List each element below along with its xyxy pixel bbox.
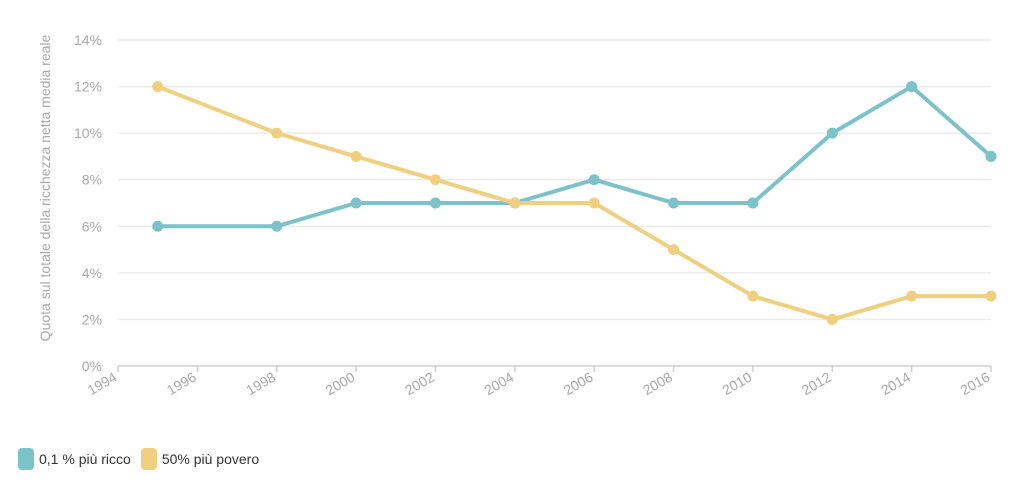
- y-axis-title: Quota sul totale della ricchezza netta m…: [37, 34, 53, 341]
- data-point-1[interactable]: [906, 290, 918, 302]
- legend-swatch-top: [18, 448, 34, 470]
- data-point-0[interactable]: [985, 150, 997, 162]
- data-point-0[interactable]: [429, 197, 441, 209]
- data-point-1[interactable]: [826, 313, 838, 325]
- data-point-1[interactable]: [509, 197, 521, 209]
- data-point-0[interactable]: [906, 81, 918, 93]
- x-tick-label: 2010: [719, 369, 754, 399]
- data-point-0[interactable]: [588, 174, 600, 186]
- x-tick-label: 1998: [243, 369, 278, 399]
- data-point-0[interactable]: [152, 220, 164, 232]
- data-point-0[interactable]: [826, 127, 838, 139]
- data-point-0[interactable]: [747, 197, 759, 209]
- x-tick-label: 2002: [402, 369, 437, 399]
- data-point-1[interactable]: [747, 290, 759, 302]
- data-point-1[interactable]: [985, 290, 997, 302]
- legend-item-top[interactable]: 0,1 % più ricco: [18, 448, 131, 470]
- y-tick-label: 12%: [74, 79, 102, 95]
- series: [152, 81, 997, 325]
- y-tick-label: 6%: [82, 218, 102, 234]
- y-tick-label: 10%: [74, 125, 102, 141]
- x-tick-label: 2014: [878, 369, 913, 399]
- x-tick-label: 2006: [561, 369, 596, 399]
- y-tick-label: 2%: [82, 311, 102, 327]
- legend: 0,1 % più ricco 50% più povero: [18, 448, 261, 470]
- x-tick-label: 1996: [164, 369, 199, 399]
- series-line-0: [155, 84, 993, 229]
- legend-label-bottom: 50% più povero: [161, 451, 260, 467]
- data-point-1[interactable]: [429, 174, 441, 186]
- y-tick-label: 4%: [82, 265, 102, 281]
- data-point-1[interactable]: [668, 244, 680, 256]
- data-point-0[interactable]: [668, 197, 680, 209]
- x-tick-label: 2008: [640, 369, 675, 399]
- y-tick-label: 14%: [74, 32, 102, 48]
- y-tick-label: 0%: [82, 358, 102, 374]
- y-tick-label: 8%: [82, 172, 102, 188]
- x-tick-label: 2012: [799, 369, 834, 399]
- x-tick-label: 2016: [958, 369, 993, 399]
- data-point-1[interactable]: [588, 197, 600, 209]
- legend-item-bottom[interactable]: 50% più povero: [140, 448, 260, 470]
- data-point-0[interactable]: [350, 197, 362, 209]
- data-point-1[interactable]: [271, 127, 283, 139]
- legend-swatch-bottom: [140, 448, 157, 470]
- series-line-1: [155, 84, 993, 322]
- data-point-1[interactable]: [350, 150, 362, 162]
- legend-label-top: 0,1 % più ricco: [39, 451, 131, 467]
- data-point-1[interactable]: [152, 81, 164, 93]
- x-tick-label: 2004: [481, 369, 516, 399]
- x-tick-label: 2000: [323, 369, 358, 399]
- data-point-0[interactable]: [271, 220, 283, 232]
